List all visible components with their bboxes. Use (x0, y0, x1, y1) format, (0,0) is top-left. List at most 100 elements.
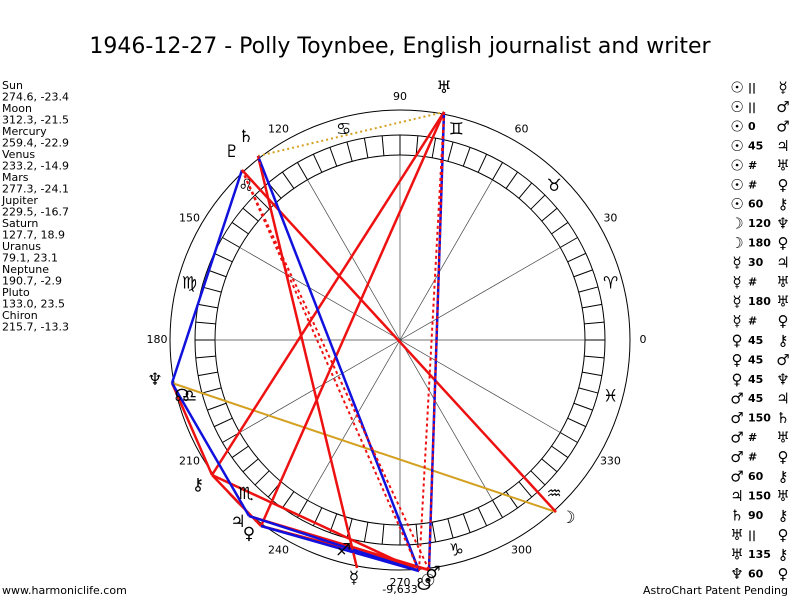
zodiac-sign: ♋ (336, 119, 351, 139)
aspect-type: 90 (748, 509, 764, 522)
aspect-planet: ♂ (730, 429, 743, 447)
ring-tick (207, 269, 227, 278)
ring-tick (346, 141, 353, 162)
degree-label: 0 (640, 333, 647, 346)
aspect-type: 150 (748, 412, 771, 425)
aspect-planet: ☉ (730, 117, 743, 135)
aspect-planet: ☿ (778, 79, 787, 97)
ring-tick (559, 237, 578, 248)
aspect-lines (170, 111, 557, 573)
ring-tick (431, 522, 437, 542)
outer-circle (169, 109, 631, 571)
node-glyph: ☊ (174, 386, 189, 406)
planet-coords: 215.7, -13.3 (2, 321, 69, 334)
degree-label: 30 (603, 212, 617, 225)
ring-tick (462, 147, 471, 167)
aspect-planet: ♀ (732, 331, 743, 349)
ring-tick (584, 321, 605, 325)
ring-tick (297, 162, 308, 181)
aspect-type: || (748, 81, 756, 94)
aspect-planet: ⚷ (778, 468, 789, 486)
aspect-planet: ♂ (730, 448, 743, 466)
planet-glyph: ⚷ (192, 475, 204, 495)
planet-glyph: ♀ (243, 524, 255, 544)
ring-tick (213, 252, 233, 263)
ring-tick (201, 286, 222, 293)
aspect-planet: ♃ (730, 487, 743, 505)
aspect-planet: ♆ (776, 370, 789, 388)
aspect-planet: ♀ (778, 565, 789, 583)
ring-tick (530, 194, 546, 210)
ring-tick (582, 303, 602, 309)
ring-tick (505, 491, 518, 509)
aspect-planet: ♃ (776, 137, 789, 155)
ring-tick (551, 445, 569, 458)
aspect-line (257, 155, 358, 569)
planet-name: Sun (2, 79, 23, 92)
ring-tick (312, 153, 323, 173)
aspect-type: 150 (748, 489, 771, 502)
planet-glyph: ♂ (425, 563, 440, 583)
zodiac-sign: ♎ (182, 386, 197, 406)
aspect-type: # (748, 431, 757, 444)
aspect-line (256, 155, 421, 572)
aspect-type: || (748, 528, 756, 541)
ring-tick (381, 135, 385, 156)
zodiac-sign: ♐ (336, 541, 351, 561)
aspect-type: 180 (748, 295, 771, 308)
degree-label: 210 (179, 455, 200, 468)
footer-right: AstroChart Patent Pending (643, 584, 788, 597)
ring-tick (282, 491, 295, 509)
degree-label: 240 (268, 543, 289, 556)
aspect-planet: ☿ (732, 273, 741, 291)
aspect-planet: ☿ (732, 292, 741, 310)
planet-name: Mercury (2, 125, 47, 138)
aspect-planet: ♅ (776, 487, 789, 505)
aspect-planet: ♀ (732, 351, 743, 369)
aspect-type: 45 (748, 353, 763, 366)
ring-tick (505, 171, 518, 189)
degree-label: 330 (600, 455, 621, 468)
aspect-planet: ⚷ (778, 506, 789, 524)
degree-label: 270 (390, 576, 411, 589)
aspect-planet: ☽ (730, 215, 743, 233)
ring-tick (573, 402, 593, 411)
ring-tick (567, 417, 587, 428)
planet-coords: 190.7, -2.9 (2, 275, 62, 288)
ring-tick (242, 458, 259, 473)
tick-ring (195, 135, 605, 545)
ring-tick (207, 402, 227, 411)
aspect-planet: ♂ (730, 468, 743, 486)
aspect-type: 60 (748, 470, 764, 483)
ring-tick (447, 518, 454, 539)
ring-tick (573, 269, 593, 278)
aspect-planet: ♃ (776, 254, 789, 272)
aspect-planet: ♅ (776, 273, 789, 291)
aspect-line (241, 169, 420, 572)
aspect-planet: ♂ (776, 351, 789, 369)
ring-tick (492, 499, 503, 518)
ring-tick (518, 481, 533, 498)
planet-coords: 277.3, -24.1 (2, 183, 69, 196)
planet-name: Jupiter (1, 194, 38, 207)
ring-tick (551, 222, 569, 235)
zodiac-sign: ♒ (547, 484, 562, 504)
aspect-type: 45 (748, 392, 763, 405)
ring-tick (541, 458, 558, 473)
aspect-planet: ♂ (776, 98, 789, 116)
ring-tick (477, 507, 488, 527)
aspect-planet: ⚷ (778, 545, 789, 563)
aspect-type: 0 (748, 120, 756, 133)
planet-coords: 312.3, -21.5 (2, 114, 69, 127)
planet-coords: 79.1, 23.1 (2, 252, 58, 265)
planet-name: Moon (2, 102, 32, 115)
aspect-planet: ♅ (730, 545, 743, 563)
ring-tick (415, 524, 419, 545)
ring-tick (363, 522, 369, 542)
planet-glyph: ♃ (230, 512, 245, 532)
aspect-type: # (748, 314, 757, 327)
ring-tick (195, 355, 216, 359)
ring-tick (578, 286, 599, 293)
ring-tick (198, 303, 218, 309)
aspect-type: # (748, 178, 757, 191)
